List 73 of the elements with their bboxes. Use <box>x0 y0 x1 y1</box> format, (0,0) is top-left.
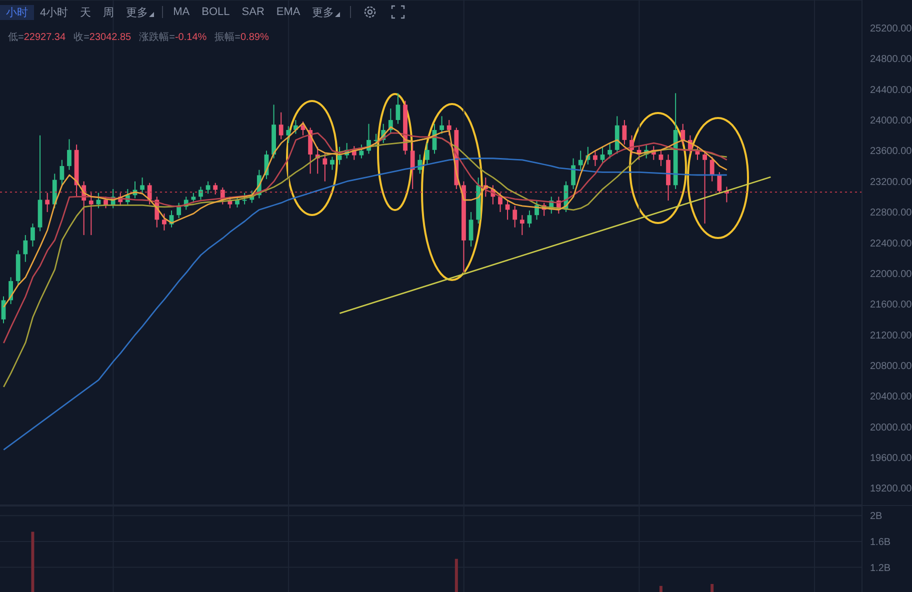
candlestick <box>578 150 583 170</box>
candlestick <box>147 182 152 205</box>
y-tick-label: 22800.00 <box>870 208 912 219</box>
candlestick <box>424 142 430 165</box>
candlestick <box>330 156 334 170</box>
candlestick <box>23 234 28 262</box>
y-tick-label: 23200.00 <box>870 176 912 188</box>
candlestick <box>600 146 605 164</box>
y-tick-label: 20000.00 <box>870 422 912 434</box>
y-tick-label: 25200.00 <box>870 24 912 35</box>
candlestick <box>527 210 532 228</box>
y-tick-label: 23600.00 <box>870 146 912 158</box>
candlestick <box>30 223 35 248</box>
candlestick <box>322 153 328 182</box>
annotation: MA <box>172 6 191 18</box>
y-tick-label: 19600.00 <box>870 453 912 464</box>
candlestick <box>140 177 144 194</box>
y-tick-label: 1.2B <box>870 562 891 574</box>
candlestick <box>702 150 707 224</box>
candlestick <box>512 205 518 228</box>
candlestick <box>468 212 474 248</box>
candlestick <box>213 182 218 195</box>
annotation: 收=23042.85 <box>74 32 132 43</box>
y-tick-label: 20800.00 <box>870 360 912 372</box>
candlestick <box>286 126 291 144</box>
annotation: EMA <box>275 6 302 18</box>
candlestick <box>446 120 452 136</box>
annotation: 低=22927.34 <box>8 32 66 43</box>
annotation: 4小时 <box>39 6 70 20</box>
y-tick-label: 22000.00 <box>870 268 912 280</box>
annotation: 周 <box>102 6 116 20</box>
y-tick-label: 20400.00 <box>870 392 912 403</box>
candlestick <box>67 138 72 170</box>
y-tick-label: 24800.00 <box>870 54 912 66</box>
annotation: 小时 <box>0 4 34 20</box>
annotation: SAR <box>240 6 266 18</box>
annotation: 天 <box>79 6 92 20</box>
candlestick <box>278 112 284 140</box>
candlestick <box>206 180 210 194</box>
candlestick <box>717 172 722 194</box>
y-tick-label: 24400.00 <box>870 84 912 96</box>
candlestick <box>680 123 686 146</box>
candlestick <box>608 142 612 159</box>
annotation: 涨跌幅=-0.14% <box>139 32 207 43</box>
annotation: 更多 <box>125 6 150 20</box>
y-tick-label: 22400.00 <box>870 238 912 250</box>
annotation: 更多 <box>311 6 336 20</box>
candlestick <box>622 120 627 146</box>
y-tick-label: 24000.00 <box>870 116 912 127</box>
candlestick <box>88 192 94 236</box>
annotation: 振幅=0.89% <box>214 32 269 43</box>
candlestick <box>45 192 50 213</box>
y-tick-label: 21600.00 <box>870 300 912 311</box>
candlestick <box>410 142 415 190</box>
candlestick <box>593 150 598 167</box>
candlestick <box>162 213 166 231</box>
candlestick <box>571 158 576 190</box>
candlestick <box>396 92 400 124</box>
y-tick-label: 21200.00 <box>870 330 912 342</box>
candlestick <box>359 144 364 159</box>
y-tick-label: 19200.00 <box>870 484 912 495</box>
annotation: BOLL <box>200 6 231 18</box>
candlestick <box>505 200 510 220</box>
candlestick <box>198 186 203 200</box>
candlestick <box>710 156 714 182</box>
candlestick <box>658 150 664 167</box>
candlestick <box>191 192 196 204</box>
candlestick <box>176 202 182 219</box>
y-tick-label: 1.6B <box>870 536 891 548</box>
candlestick <box>520 214 524 236</box>
y-tick-label: 2B <box>870 511 883 522</box>
candlestick <box>60 159 64 186</box>
candlestick <box>440 116 444 134</box>
